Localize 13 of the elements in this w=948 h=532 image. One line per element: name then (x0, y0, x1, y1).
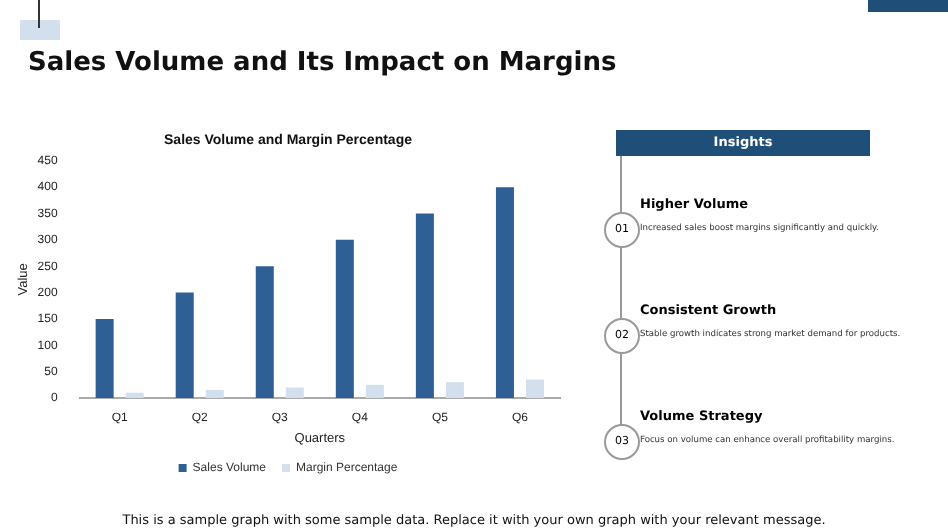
bar (95, 318, 114, 398)
bar (365, 384, 384, 398)
bar (415, 213, 434, 398)
bar (205, 390, 224, 398)
bar (175, 292, 194, 398)
bar (495, 187, 514, 398)
bar (255, 266, 274, 398)
bar (445, 382, 464, 398)
bar (335, 239, 354, 398)
bar (285, 387, 304, 398)
chart-title: Sales Volume and Its Impact on Margins (28, 48, 617, 78)
bar (125, 392, 144, 398)
bar (525, 379, 544, 398)
